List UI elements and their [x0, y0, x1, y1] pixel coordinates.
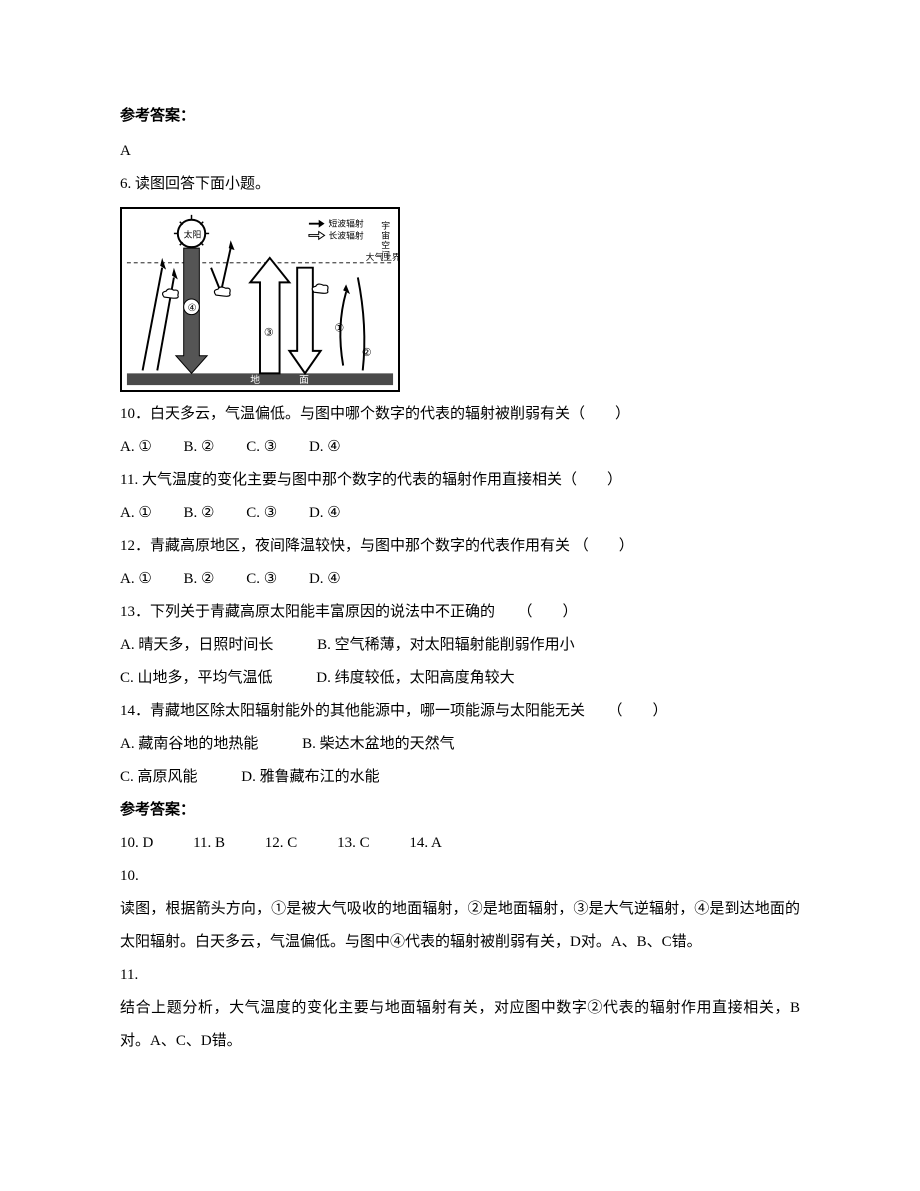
svg-text:③: ③ [264, 327, 274, 339]
q6-prompt: 6. 读图回答下面小题。 [120, 168, 800, 201]
svg-text:④: ④ [188, 303, 197, 314]
svg-text:②: ② [362, 347, 372, 359]
q14-text: 14．青藏地区除太阳辐射能外的其他能源中，哪一项能源与太阳能无关 （ ） [120, 695, 800, 728]
q12-text: 12．青藏高原地区，夜间降温较快，与图中那个数字的代表作用有关 （ ） [120, 530, 800, 563]
q14-row1: A. 藏南谷地的地热能 B. 柴达木盆地的天然气 [120, 728, 800, 761]
legend-long: 长波辐射 [328, 229, 363, 240]
q13-text: 13．下列关于青藏高原太阳能丰富原因的说法中不正确的 （ ） [120, 596, 800, 629]
q12-b: B. ② [184, 563, 215, 596]
label-space-1: 宇 [381, 220, 390, 231]
answer-heading-2: 参考答案： [120, 794, 800, 827]
q14-a: A. 藏南谷地的地热能 [120, 728, 258, 761]
q13-row2: C. 山地多，平均气温低 D. 纬度较低，太阳高度角较大 [120, 662, 800, 695]
q11-c: C. ③ [246, 497, 277, 530]
q14-b: B. 柴达木盆地的天然气 [302, 728, 455, 761]
ans-12: 12. C [265, 827, 298, 860]
exp10-text: 读图，根据箭头方向，①是被大气吸收的地面辐射，②是地面辐射，③是大气逆辐射，④是… [120, 893, 800, 959]
ans-14: 14. A [409, 827, 442, 860]
q11-options: A. ① B. ② C. ③ D. ④ [120, 497, 800, 530]
exp11-num: 11. [120, 959, 800, 992]
radiation-diagram: 地 面 大气上界 宇 宙 空 间 短波辐射 长波辐射 太阳 ④ [120, 207, 400, 392]
exp10-num: 10. [120, 860, 800, 893]
answer-single: A [120, 135, 800, 168]
q11-d: D. ④ [309, 497, 341, 530]
q13-a: A. 晴天多，日照时间长 [120, 629, 273, 662]
svg-text:空: 空 [381, 239, 390, 250]
sun-label: 太阳 [184, 228, 202, 239]
answer-list: 10. D 11. B 12. C 13. C 14. A [120, 827, 800, 860]
q12-options: A. ① B. ② C. ③ D. ④ [120, 563, 800, 596]
q10-text: 10．白天多云，气温偏低。与图中哪个数字的代表的辐射被削弱有关（ ） [120, 398, 800, 431]
q11-text: 11. 大气温度的变化主要与图中那个数字的代表的辐射作用直接相关（ ） [120, 464, 800, 497]
svg-text:宙: 宙 [381, 229, 390, 240]
q12-c: C. ③ [246, 563, 277, 596]
q13-d: D. 纬度较低，太阳高度角较大 [316, 662, 514, 695]
q11-b: B. ② [184, 497, 215, 530]
ground-left: 地 [250, 373, 260, 386]
q13-c: C. 山地多，平均气温低 [120, 662, 273, 695]
q13-b: B. 空气稀薄，对太阳辐射能削弱作用小 [317, 629, 575, 662]
q10-options: A. ① B. ② C. ③ D. ④ [120, 431, 800, 464]
q12-a: A. ① [120, 563, 152, 596]
svg-text:①: ① [334, 322, 344, 334]
q14-row2: C. 高原风能 D. 雅鲁藏布江的水能 [120, 761, 800, 794]
q11-a: A. ① [120, 497, 152, 530]
q14-c: C. 高原风能 [120, 761, 198, 794]
answer-heading-1: 参考答案： [120, 100, 800, 133]
exp11-text: 结合上题分析，大气温度的变化主要与地面辐射有关，对应图中数字②代表的辐射作用直接… [120, 992, 800, 1058]
ans-11: 11. B [193, 827, 225, 860]
q12-d: D. ④ [309, 563, 341, 596]
svg-text:间: 间 [381, 249, 390, 260]
ground-right: 面 [299, 375, 309, 386]
ans-13: 13. C [337, 827, 370, 860]
q10-b: B. ② [184, 431, 215, 464]
q14-d: D. 雅鲁藏布江的水能 [241, 761, 379, 794]
ans-10: 10. D [120, 827, 153, 860]
q10-d: D. ④ [309, 431, 341, 464]
legend-short: 短波辐射 [328, 218, 363, 229]
q10-c: C. ③ [246, 431, 277, 464]
q10-a: A. ① [120, 431, 152, 464]
q13-row1: A. 晴天多，日照时间长 B. 空气稀薄，对太阳辐射能削弱作用小 [120, 629, 800, 662]
